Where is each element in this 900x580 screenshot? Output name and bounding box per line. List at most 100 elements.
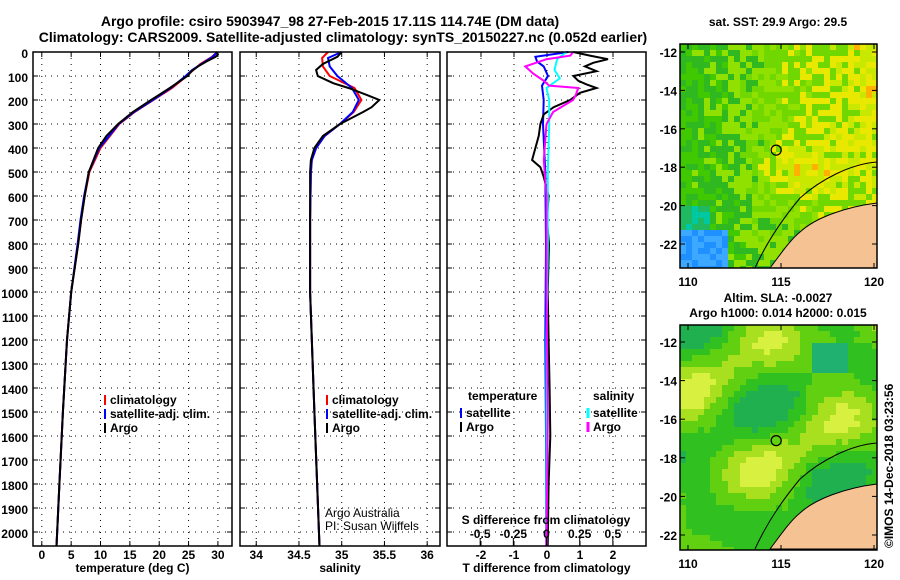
map-cell (782, 80, 788, 86)
map-cell (800, 463, 806, 469)
map-cell (770, 373, 776, 379)
map-cell (812, 373, 818, 379)
map-cell (866, 451, 872, 457)
map-cell (740, 242, 746, 248)
map-cell (722, 248, 728, 254)
map-cell (860, 337, 866, 343)
map-cell (872, 361, 877, 367)
map-cell (686, 50, 692, 56)
map-cell (848, 92, 854, 98)
map-cell (782, 343, 788, 349)
map-cell (740, 385, 746, 391)
map-cell (698, 535, 704, 541)
map-cell (716, 74, 722, 80)
map-cell (752, 427, 758, 433)
map-cell (836, 104, 842, 110)
map-cell (728, 349, 734, 355)
map-cell (734, 134, 740, 140)
map-cell (866, 56, 872, 62)
map-cell (794, 92, 800, 98)
map-cell (704, 511, 710, 517)
map-cell (758, 493, 764, 499)
map-cell (764, 194, 770, 200)
map-cell (824, 349, 830, 355)
x-axis-label: T difference from climatology (462, 561, 630, 575)
map-cell (758, 421, 764, 427)
map-cell (716, 140, 722, 146)
map-cell (758, 475, 764, 481)
map-cell (818, 355, 824, 361)
map-cell (734, 86, 740, 92)
map-cell (680, 170, 686, 176)
map-cell (806, 140, 812, 146)
map-cell (770, 86, 776, 92)
map-cell (794, 230, 800, 236)
map-cell (686, 409, 692, 415)
map-cell (782, 397, 788, 403)
map-cell (830, 164, 836, 170)
map-cell (722, 343, 728, 349)
map-cell (770, 56, 776, 62)
map-cell (758, 68, 764, 74)
map-cell (758, 50, 764, 56)
map-cell (830, 152, 836, 158)
map-cell (734, 170, 740, 176)
map-cell (716, 433, 722, 439)
map-cell (680, 200, 686, 206)
map-cell (806, 128, 812, 134)
map-cell (776, 224, 782, 230)
map-cell (710, 535, 716, 541)
map-cell (830, 409, 836, 415)
map-cell (818, 140, 824, 146)
map-cell (692, 325, 698, 331)
map-cell (722, 403, 728, 409)
map-cell (746, 529, 752, 535)
map-cell (824, 194, 830, 200)
map-cell (764, 433, 770, 439)
map-cell (776, 152, 782, 158)
map-cell (734, 481, 740, 487)
map-cell (746, 433, 752, 439)
map-cell (746, 379, 752, 385)
map-cell (806, 164, 812, 170)
map-cell (734, 493, 740, 499)
map-cell (704, 146, 710, 152)
map-cell (812, 128, 818, 134)
map-cell (800, 68, 806, 74)
map-cell (704, 110, 710, 116)
map-cell (764, 164, 770, 170)
map-cell (770, 224, 776, 230)
map-cell (872, 451, 877, 457)
map-cell (830, 379, 836, 385)
map-cell (806, 463, 812, 469)
map-cell (872, 433, 877, 439)
map-cell (734, 325, 740, 331)
map-cell (764, 469, 770, 475)
map-cell (686, 505, 692, 511)
map-cell (776, 373, 782, 379)
map-cell (728, 397, 734, 403)
map-cell (734, 535, 740, 541)
map-cell (728, 242, 734, 248)
map-cell (734, 218, 740, 224)
map-cell (722, 164, 728, 170)
map-cell (704, 56, 710, 62)
map-cell (746, 194, 752, 200)
map-cell (776, 505, 782, 511)
map-cell (710, 373, 716, 379)
map-cell (764, 146, 770, 152)
map-cell (776, 397, 782, 403)
map-cell (794, 415, 800, 421)
map-cell (722, 134, 728, 140)
map-cell (842, 421, 848, 427)
map-cell (782, 379, 788, 385)
map-cell (824, 104, 830, 110)
map-cell (872, 457, 877, 463)
map-cell (806, 457, 812, 463)
map-cell (812, 439, 818, 445)
map-cell (872, 463, 877, 469)
map-cell (776, 248, 782, 254)
map-cell (722, 541, 728, 547)
map-cell (806, 373, 812, 379)
map-cell (824, 212, 830, 218)
